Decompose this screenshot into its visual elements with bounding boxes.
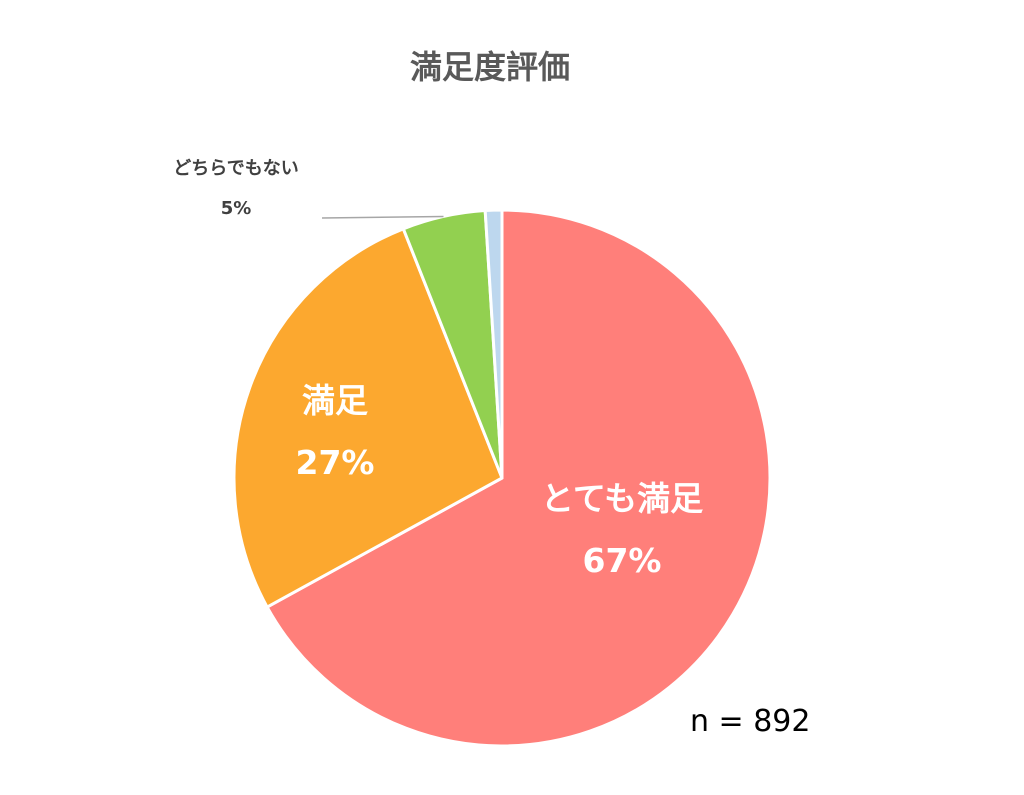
leader-line [321,215,444,219]
slice-neutral-value: 5% [221,198,252,219]
slice-neutral-label: どちらでもない [173,158,298,179]
slice-satisfied-label: 満足 [302,381,368,420]
slice-very-satisfied-value: 67% [583,541,662,580]
slice-satisfied [232,227,504,609]
sample-size-label: n = 892 [690,704,811,739]
slice-satisfied-value: 27% [296,443,375,482]
slice-very-satisfied-label: とても満足 [541,479,703,518]
slice-other [483,208,504,480]
chart-title: 満足度評価 [409,48,570,86]
slice-very-satisfied [265,208,772,748]
